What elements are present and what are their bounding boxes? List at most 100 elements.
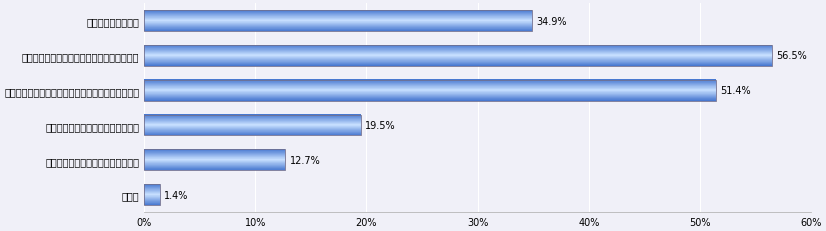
Bar — [145, 25, 532, 26]
Text: 56.5%: 56.5% — [776, 51, 808, 61]
Bar — [145, 126, 361, 127]
Bar — [145, 118, 361, 119]
Text: 19.5%: 19.5% — [365, 120, 396, 131]
Bar — [145, 46, 772, 67]
Bar — [145, 94, 715, 95]
Bar — [145, 31, 532, 32]
Bar — [145, 91, 715, 92]
Bar — [145, 49, 772, 50]
Bar — [145, 129, 361, 130]
Bar — [145, 17, 532, 18]
Bar — [145, 165, 285, 166]
Bar — [145, 58, 772, 59]
Text: 34.9%: 34.9% — [537, 16, 567, 27]
Bar — [145, 62, 772, 63]
Bar — [145, 45, 772, 46]
Bar — [145, 47, 772, 48]
Bar — [145, 48, 772, 49]
Bar — [145, 149, 285, 150]
Bar — [145, 188, 159, 189]
Bar — [145, 97, 715, 98]
Bar — [145, 166, 285, 167]
Bar — [145, 21, 532, 22]
Bar — [145, 155, 285, 156]
Bar — [145, 163, 285, 164]
Bar — [145, 122, 361, 123]
Bar — [145, 64, 772, 65]
Bar — [145, 157, 285, 158]
Text: 12.7%: 12.7% — [290, 155, 320, 165]
Bar — [145, 55, 772, 56]
Bar — [145, 60, 772, 61]
Bar — [145, 26, 532, 27]
Bar — [145, 57, 772, 58]
Bar — [145, 63, 772, 64]
Bar — [145, 30, 532, 31]
Bar — [145, 116, 361, 117]
Bar — [145, 11, 532, 32]
Bar — [145, 83, 715, 84]
Bar — [145, 150, 285, 170]
Bar — [145, 89, 715, 90]
Bar — [145, 154, 285, 155]
Bar — [145, 160, 285, 161]
Bar — [145, 115, 361, 136]
Bar — [145, 204, 159, 205]
Bar — [145, 16, 532, 17]
Bar — [145, 96, 715, 97]
Bar — [145, 199, 159, 200]
Bar — [145, 54, 772, 55]
Bar — [145, 95, 715, 96]
Bar — [145, 169, 285, 170]
Bar — [145, 12, 532, 13]
Bar — [145, 184, 159, 205]
Bar — [145, 203, 159, 204]
Bar — [145, 191, 159, 192]
Bar — [145, 161, 285, 162]
Bar — [145, 49, 772, 50]
Bar — [145, 153, 285, 154]
Bar — [145, 13, 532, 14]
Bar — [145, 151, 285, 152]
Bar — [145, 132, 361, 133]
Bar — [145, 22, 532, 23]
Bar — [145, 87, 715, 88]
Bar — [145, 135, 361, 136]
Bar — [145, 200, 159, 201]
Bar — [145, 184, 159, 185]
Bar — [145, 23, 532, 24]
Bar — [145, 14, 532, 15]
Bar — [145, 197, 159, 198]
Bar — [145, 151, 285, 152]
Text: 51.4%: 51.4% — [720, 86, 751, 96]
Bar — [145, 201, 159, 202]
Bar — [145, 167, 285, 168]
Bar — [145, 80, 715, 101]
Bar — [145, 85, 715, 86]
Bar — [145, 123, 361, 124]
Bar — [145, 99, 715, 100]
Text: 1.4%: 1.4% — [164, 190, 188, 200]
Bar — [145, 186, 159, 187]
Bar — [145, 24, 532, 25]
Bar — [145, 59, 772, 60]
Bar — [145, 21, 532, 22]
Bar — [145, 187, 159, 188]
Bar — [145, 93, 715, 94]
Bar — [145, 162, 285, 163]
Bar — [145, 159, 285, 160]
Bar — [145, 13, 532, 14]
Bar — [145, 125, 361, 126]
Bar — [145, 27, 532, 28]
Bar — [145, 127, 361, 128]
Bar — [145, 129, 361, 130]
Bar — [145, 131, 361, 132]
Bar — [145, 121, 361, 122]
Bar — [145, 124, 361, 125]
Bar — [145, 27, 532, 28]
Bar — [145, 95, 715, 96]
Bar — [145, 88, 715, 89]
Bar — [145, 100, 715, 101]
Bar — [145, 82, 715, 83]
Bar — [145, 20, 532, 21]
